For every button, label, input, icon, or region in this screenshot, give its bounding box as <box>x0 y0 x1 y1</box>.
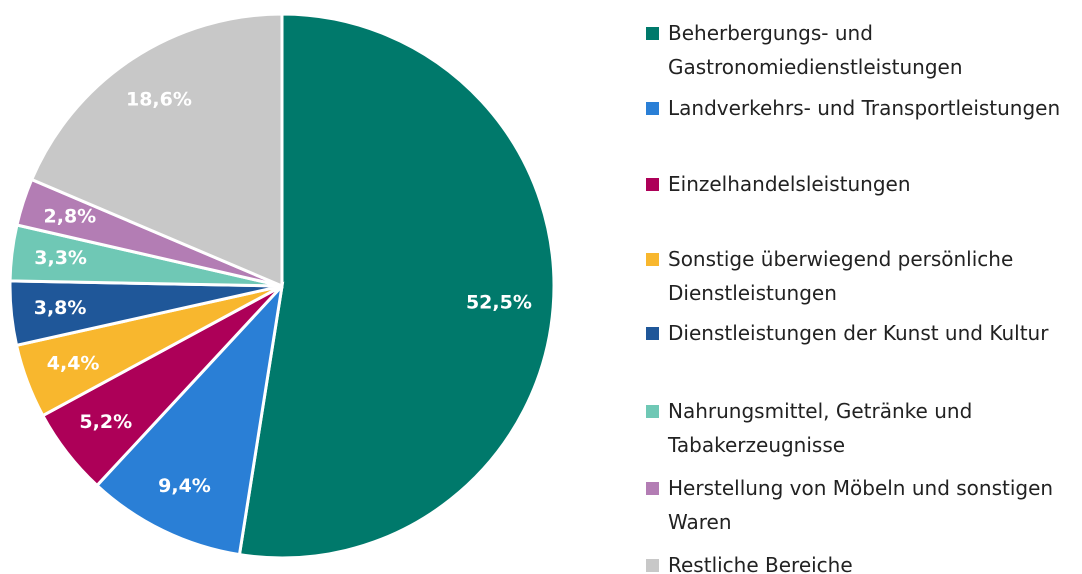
legend-item: Herstellung von Möbeln und sonstigen War… <box>646 471 1076 539</box>
legend-item: Einzelhandelsleistungen <box>646 167 1076 201</box>
legend-item: Beherbergungs- und Gastronomiedienstleis… <box>646 16 1076 84</box>
data-label: 5,2% <box>79 411 132 433</box>
legend-item: Dienstleistungen der Kunst und Kultur <box>646 316 1076 350</box>
pie-slice <box>237 12 556 560</box>
legend-label: Sonstige überwiegend persönliche Dienstl… <box>668 247 1014 305</box>
legend-label: Dienstleistungen der Kunst und Kultur <box>668 321 1049 345</box>
data-label: 3,8% <box>34 297 87 319</box>
legend-label: Nahrungsmittel, Getränke und Tabakerzeug… <box>668 399 973 457</box>
legend-label: Herstellung von Möbeln und sonstigen War… <box>668 476 1054 534</box>
data-label: 4,4% <box>47 353 100 375</box>
legend-item: Nahrungsmittel, Getränke und Tabakerzeug… <box>646 394 1076 462</box>
legend-swatch <box>646 559 659 572</box>
legend-swatch <box>646 253 659 266</box>
legend-item: Sonstige überwiegend persönliche Dienstl… <box>646 242 1076 310</box>
legend-swatch <box>646 27 659 40</box>
data-label: 3,3% <box>34 247 87 269</box>
legend-swatch <box>646 327 659 340</box>
legend-swatch <box>646 178 659 191</box>
legend-label: Beherbergungs- und Gastronomiedienstleis… <box>668 21 963 79</box>
legend-label: Restliche Bereiche <box>668 553 853 574</box>
data-label: 52,5% <box>466 292 532 314</box>
pie-slice <box>29 12 284 289</box>
legend-item: Restliche Bereiche <box>646 548 1076 574</box>
legend-item: Landverkehrs- und Transportleistungen <box>646 91 1076 125</box>
data-label: 9,4% <box>158 475 211 497</box>
data-label: 18,6% <box>126 88 192 110</box>
legend-label: Landverkehrs- und Transportleistungen <box>668 96 1061 120</box>
pie-slice <box>94 281 285 557</box>
legend-swatch <box>646 482 659 495</box>
data-label: 2,8% <box>44 206 97 228</box>
legend-swatch <box>646 405 659 418</box>
legend-swatch <box>646 102 659 115</box>
legend-label: Einzelhandelsleistungen <box>668 172 911 196</box>
